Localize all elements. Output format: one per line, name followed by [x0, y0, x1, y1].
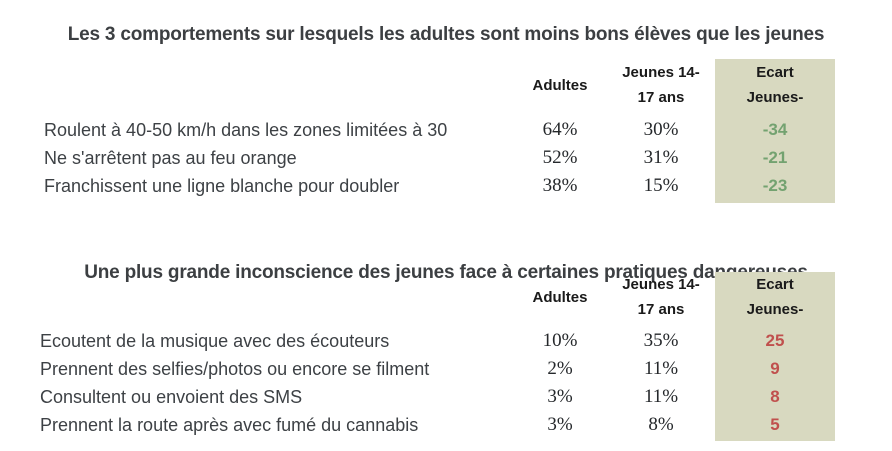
jeunes-value: 15% — [643, 175, 679, 196]
row-label: Ecoutent de la musique avec des écouteur… — [40, 331, 390, 351]
row-label: Ne s'arrêtent pas au feu orange — [44, 148, 297, 168]
section1-title: Les 3 comportements sur lesquels les adu… — [67, 23, 825, 45]
table1-header-adultes: Adultes — [505, 60, 615, 110]
table2-header-jeunes: Jeunes 14- 17 ans — [607, 272, 715, 322]
row-label: Consultent ou envoient des SMS — [40, 387, 303, 407]
jeunes-value: 31% — [643, 147, 679, 168]
section2-title: Une plus grande inconscience des jeunes … — [84, 261, 808, 283]
ecart-value: 8 — [770, 387, 780, 406]
adultes-value: 52% — [542, 147, 578, 168]
row-label: Franchissent une ligne blanche pour doub… — [44, 176, 400, 196]
column-header-label: Jeunes 14- — [622, 276, 700, 293]
row-label: Prennent des selfies/photos ou encore se… — [40, 359, 430, 379]
adultes-value: 10% — [542, 330, 578, 351]
column-header-label: Jeunes- — [746, 301, 804, 318]
adultes-value: 2% — [547, 358, 573, 379]
adultes-value: 64% — [542, 119, 578, 140]
adultes-value: 38% — [542, 175, 578, 196]
jeunes-value: 11% — [643, 386, 679, 407]
column-header-label: Jeunes- — [746, 89, 804, 106]
column-header-label: Ecart — [756, 276, 794, 293]
jeunes-value: 35% — [643, 330, 679, 351]
table2-header-adultes: Adultes — [505, 272, 615, 322]
column-header-label: Jeunes 14- — [622, 64, 700, 81]
table2-header-ecart: Ecart Jeunes- — [715, 272, 835, 322]
row-label: Prennent la route après avec fumé du can… — [40, 415, 419, 435]
table1-header-ecart: Ecart Jeunes- — [715, 60, 835, 110]
jeunes-value: 8% — [648, 414, 674, 435]
ecart-value: 9 — [770, 359, 780, 378]
ecart-value: -21 — [762, 148, 788, 167]
adultes-value: 3% — [547, 386, 573, 407]
column-header-label: Adultes — [532, 76, 588, 94]
adultes-value: 3% — [547, 414, 573, 435]
table2-ecart-highlight — [715, 272, 835, 441]
jeunes-value: 30% — [643, 119, 679, 140]
ecart-value: 25 — [765, 331, 785, 350]
table1-ecart-highlight — [715, 59, 835, 203]
row-label: Roulent à 40-50 km/h dans les zones limi… — [44, 120, 448, 140]
jeunes-value: 11% — [643, 358, 679, 379]
column-header-label: Ecart — [756, 64, 794, 81]
ecart-value: 5 — [770, 415, 780, 434]
column-header-label: Adultes — [532, 288, 588, 306]
ecart-value: -23 — [762, 176, 788, 195]
column-header-label: 17 ans — [637, 301, 685, 318]
ecart-value: -34 — [762, 120, 788, 139]
table1-header-jeunes: Jeunes 14- 17 ans — [607, 60, 715, 110]
column-header-label: 17 ans — [637, 89, 685, 106]
